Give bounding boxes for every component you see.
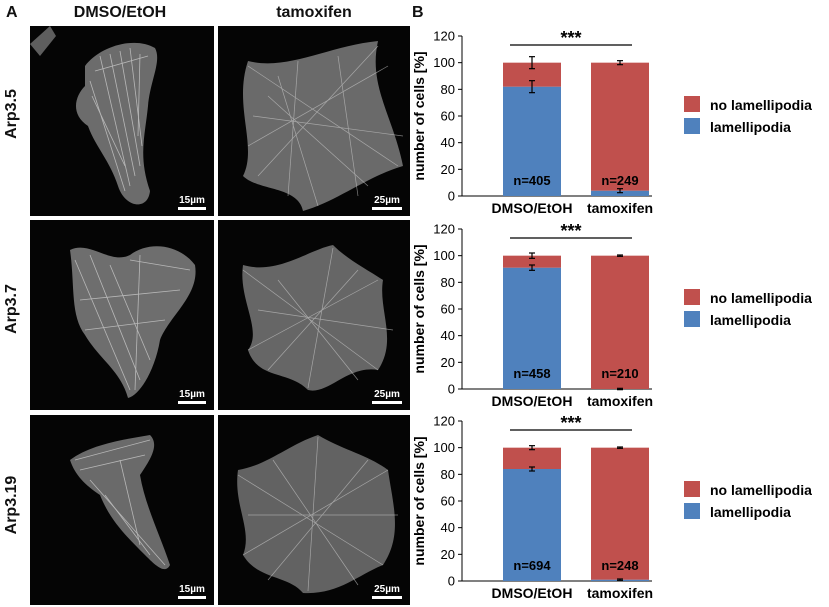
chart-1: 0 20 40 60 80 100 120 number of cells [%] n=405 D… [411,28,812,216]
legend-label: lamellipodia [710,312,791,328]
legend-label: no lamellipodia [710,290,812,306]
micrograph-arp3-19-tamoxifen: 25µm [218,415,410,605]
cell-image [70,435,170,570]
y-axis-label: number of cells [%] [411,244,427,373]
legend-swatch [684,481,700,497]
y-axis-label: number of cells [%] [411,436,427,565]
panel-b-letter: B [412,4,424,21]
y-tick-label: 60 [441,109,455,124]
chart-3: 0 20 40 60 80 100 120 number of cells [%] n=694 D… [411,413,812,601]
y-tick-label: 80 [441,82,455,97]
x-category-label: DMSO/EtOH [492,393,573,409]
legend-swatch [684,96,700,112]
bar-lamellipodia [591,190,649,196]
bar-no-lamellipodia [591,447,649,580]
legend-swatch [684,311,700,327]
y-tick-label: 40 [441,328,455,343]
scale-bar-15um: 15µm [178,389,206,404]
y-axis-label: number of cells [%] [411,51,427,180]
scale-bar-label: 15µm [179,584,205,595]
legend-label: no lamellipodia [710,97,812,113]
cell-image [242,245,394,391]
scale-bar-25um: 25µm [372,195,402,210]
legend-label: lamellipodia [710,504,791,520]
scale-bar-25um: 25µm [372,584,402,599]
bar-lamellipodia [503,469,561,581]
scale-bar-label: 25µm [374,389,400,400]
x-category-label: tamoxifen [587,393,653,409]
cell-image [30,26,158,205]
n-label: n=210 [601,366,638,381]
x-category-label: tamoxifen [587,200,653,216]
panel-b-svg: 0 20 40 60 80 100 120 number of cells [%] n=405 D… [411,28,812,601]
scale-bar-25um: 25µm [372,389,402,404]
cell-image [237,435,398,594]
scale-bar-label: 15µm [179,195,205,206]
micrograph-arp3-5-dmso: 15µm [30,26,214,216]
cell-image [70,246,196,398]
micrograph-arp3-19-dmso: 15µm [30,415,214,605]
y-tick-label: 100 [433,55,455,70]
y-tick-label: 40 [441,520,455,535]
y-tick-label: 120 [433,222,455,237]
bar-no-lamellipodia [503,447,561,469]
y-tick-label: 100 [433,440,455,455]
scale-bar-label: 15µm [179,389,205,400]
micrograph-arp3-5-tamoxifen: 25µm [218,26,410,216]
x-category-label: DMSO/EtOH [492,585,573,601]
y-tick-label: 20 [441,355,455,370]
micrograph-arp3-7-tamoxifen: 25µm [218,220,410,410]
significance-stars: *** [560,413,581,433]
y-tick-label: 20 [441,162,455,177]
y-tick-label: 100 [433,248,455,263]
legend-swatch [684,503,700,519]
bar-lamellipodia [503,267,561,389]
chart-2: 0 20 40 60 80 100 120 number of cells [%] n=458 D… [411,221,812,409]
significance-stars: *** [560,221,581,241]
y-tick-label: 60 [441,494,455,509]
row-label-arp3-7: Arp3.7 [3,284,20,334]
y-tick-label: 20 [441,547,455,562]
bar-no-lamellipodia [591,255,649,389]
significance-stars: *** [560,28,581,48]
n-label: n=248 [601,558,638,573]
y-tick-label: 0 [448,382,455,397]
y-tick-label: 0 [448,574,455,589]
y-tick-label: 80 [441,275,455,290]
y-tick-label: 0 [448,189,455,204]
scale-bar-15um: 15µm [178,584,206,599]
n-label: n=694 [513,558,551,573]
legend-label: no lamellipodia [710,482,812,498]
bar-no-lamellipodia [591,62,649,191]
panel-a-letter: A [6,4,18,21]
panel-b-charts: 0 20 40 60 80 100 120 number of cells [%] n=405 D… [400,0,829,607]
y-tick-label: 60 [441,302,455,317]
scale-bar-label: 25µm [374,195,400,206]
y-tick-label: 120 [433,29,455,44]
bar-lamellipodia [503,86,561,196]
cell-image [243,41,404,211]
x-category-label: tamoxifen [587,585,653,601]
x-category-label: DMSO/EtOH [492,200,573,216]
n-label: n=458 [513,366,550,381]
legend-swatch [684,289,700,305]
column-title-tamoxifen: tamoxifen [276,4,352,21]
legend-label: lamellipodia [710,119,791,135]
scale-bar-15um: 15µm [178,195,206,210]
legend-swatch [684,118,700,134]
row-label-arp3-19: Arp3.19 [3,475,20,535]
scale-bar-label: 25µm [374,584,400,595]
row-label-arp3-5: Arp3.5 [3,89,20,139]
y-tick-label: 80 [441,467,455,482]
n-label: n=405 [513,173,550,188]
bar-no-lamellipodia [503,255,561,268]
micrograph-arp3-7-dmso: 15µm [30,220,214,410]
y-tick-label: 120 [433,414,455,429]
column-title-dmso: DMSO/EtOH [73,4,167,21]
y-tick-label: 40 [441,135,455,150]
n-label: n=249 [601,173,638,188]
